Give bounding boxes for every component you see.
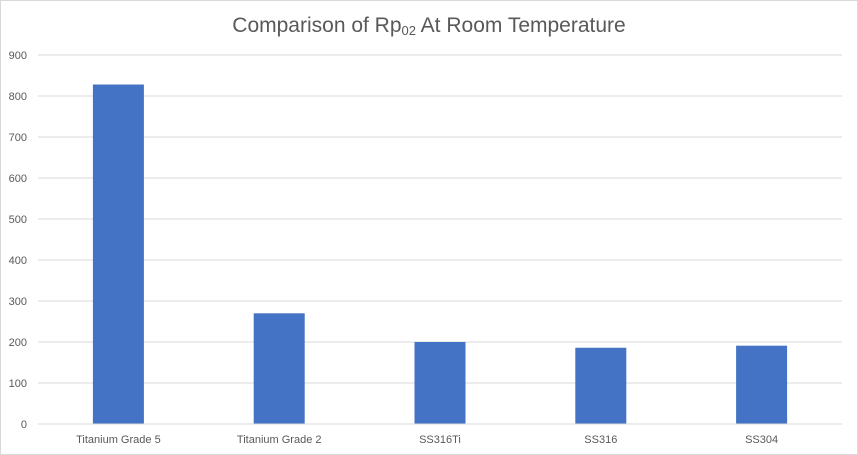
- y-tick-label: 100: [9, 378, 27, 390]
- y-tick-label: 0: [21, 419, 27, 431]
- y-tick-label: 400: [9, 255, 27, 267]
- y-tick-label: 500: [9, 214, 27, 226]
- x-category-label: Titanium Grade 2: [237, 434, 322, 446]
- bar-ss316: [575, 347, 627, 424]
- chart-title-main: Comparison of Rp: [232, 14, 402, 37]
- y-tick-label: 700: [9, 132, 27, 144]
- chart-title: Comparison of Rp02 At Room Temperature: [0, 10, 858, 47]
- bar-titanium-grade-5: [92, 84, 144, 425]
- chart-title-suffix: At Room Temperature: [416, 14, 626, 37]
- x-category-label: SS316: [584, 434, 617, 446]
- chart-title-subscript: 02: [401, 23, 416, 38]
- y-tick-label: 200: [9, 337, 27, 349]
- bar-titanium-grade-2: [253, 313, 305, 424]
- y-axis-ticks: 0 100 200 300 400 500 600 700 800 900: [9, 50, 27, 431]
- bar-ss304: [736, 345, 788, 424]
- x-axis-labels: Titanium Grade 5 Titanium Grade 2 SS316Ti S…: [76, 434, 778, 446]
- x-category-label: SS316Ti: [419, 434, 461, 446]
- gridlines: [38, 54, 842, 384]
- bars: [92, 84, 788, 425]
- y-tick-label: 300: [9, 296, 27, 308]
- x-category-label: SS304: [745, 434, 778, 446]
- x-category-label: Titanium Grade 5: [76, 434, 161, 446]
- y-tick-label: 800: [9, 91, 27, 103]
- bar-ss316ti: [414, 342, 466, 424]
- y-tick-label: 600: [9, 173, 27, 185]
- y-tick-label: 900: [9, 50, 27, 62]
